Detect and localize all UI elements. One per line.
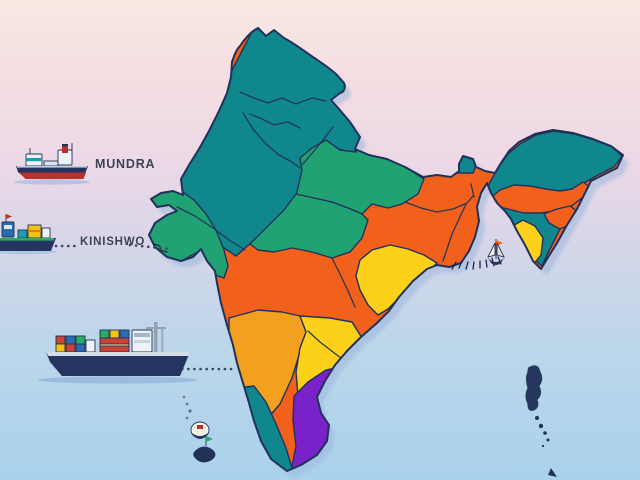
cargo-ship-icon (14, 143, 90, 185)
small-boat-icon (190, 421, 210, 439)
large-container-ship-icon (38, 322, 198, 384)
region-madhya-pradesh (249, 193, 369, 259)
lakshadweep-islands (182, 395, 216, 463)
leader-lines (54, 243, 236, 371)
kutch-shoal-marks (153, 243, 168, 253)
port-label-kinishwo: KINISHWO (80, 236, 146, 248)
islet-flag-icon (193, 436, 216, 463)
port-label-mundra: MUNDRA (95, 157, 156, 171)
sailboat-marker-icon (487, 239, 505, 265)
andaman-islands (524, 364, 557, 477)
state-border-lines (176, 91, 475, 362)
container-ship-icon (0, 214, 57, 255)
leader-kinishwo-right (128, 243, 172, 251)
